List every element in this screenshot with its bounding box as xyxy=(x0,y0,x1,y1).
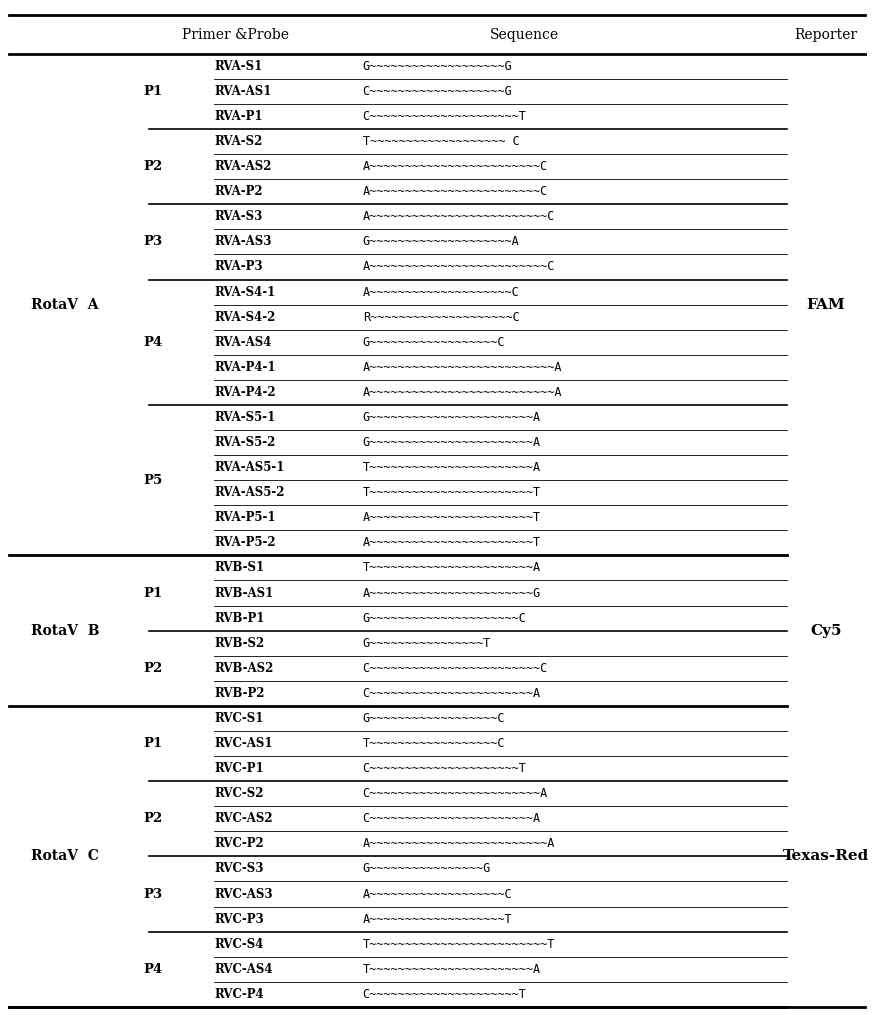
Text: RVA-P5-2: RVA-P5-2 xyxy=(214,536,276,549)
Text: Cy5: Cy5 xyxy=(810,623,842,637)
Text: P2: P2 xyxy=(143,160,163,174)
Text: P1: P1 xyxy=(143,85,163,97)
Text: RVA-S1: RVA-S1 xyxy=(214,60,262,73)
Text: RVC-AS4: RVC-AS4 xyxy=(214,963,273,975)
Text: A~~~~~~~~~~~~~~~~~~~~~~~~~A: A~~~~~~~~~~~~~~~~~~~~~~~~~A xyxy=(363,837,555,851)
Text: G~~~~~~~~~~~~~~~~T: G~~~~~~~~~~~~~~~~T xyxy=(363,636,491,650)
Text: RVC-S2: RVC-S2 xyxy=(214,788,264,800)
Text: P4: P4 xyxy=(143,963,163,975)
Text: RVA-S4-1: RVA-S4-1 xyxy=(214,285,275,298)
Text: A~~~~~~~~~~~~~~~~~~~~~~~G: A~~~~~~~~~~~~~~~~~~~~~~~G xyxy=(363,587,541,600)
Text: RVA-S4-2: RVA-S4-2 xyxy=(214,311,275,324)
Text: P1: P1 xyxy=(143,587,163,600)
Text: P1: P1 xyxy=(143,737,163,750)
Text: RVA-S2: RVA-S2 xyxy=(214,135,262,148)
Text: A~~~~~~~~~~~~~~~~~~~~~~~T: A~~~~~~~~~~~~~~~~~~~~~~~T xyxy=(363,512,541,525)
Text: RVB-S1: RVB-S1 xyxy=(214,561,264,574)
Text: A~~~~~~~~~~~~~~~~~~~~~~~~~C: A~~~~~~~~~~~~~~~~~~~~~~~~~C xyxy=(363,210,555,223)
Text: A~~~~~~~~~~~~~~~~~~~~~~~~C: A~~~~~~~~~~~~~~~~~~~~~~~~C xyxy=(363,160,548,174)
Text: RVA-AS5-1: RVA-AS5-1 xyxy=(214,461,285,474)
Text: RVC-P3: RVC-P3 xyxy=(214,912,264,926)
Text: RVA-AS1: RVA-AS1 xyxy=(214,85,272,97)
Text: RVC-AS2: RVC-AS2 xyxy=(214,812,273,825)
Text: T~~~~~~~~~~~~~~~~~~~~~~~T: T~~~~~~~~~~~~~~~~~~~~~~~T xyxy=(363,486,541,499)
Text: A~~~~~~~~~~~~~~~~~~~~~~~T: A~~~~~~~~~~~~~~~~~~~~~~~T xyxy=(363,536,541,549)
Text: RVA-P3: RVA-P3 xyxy=(214,261,263,273)
Text: A~~~~~~~~~~~~~~~~~~~C: A~~~~~~~~~~~~~~~~~~~C xyxy=(363,887,512,900)
Text: A~~~~~~~~~~~~~~~~~~~~~~~~~~A: A~~~~~~~~~~~~~~~~~~~~~~~~~~A xyxy=(363,360,562,374)
Text: C~~~~~~~~~~~~~~~~~~~~~T: C~~~~~~~~~~~~~~~~~~~~~T xyxy=(363,988,526,1001)
Text: A~~~~~~~~~~~~~~~~~~~~~~~~C: A~~~~~~~~~~~~~~~~~~~~~~~~C xyxy=(363,186,548,198)
Text: RVA-AS3: RVA-AS3 xyxy=(214,235,272,249)
Text: RVC-P4: RVC-P4 xyxy=(214,988,264,1001)
Text: Sequence: Sequence xyxy=(489,27,559,42)
Text: C~~~~~~~~~~~~~~~~~~~~~T: C~~~~~~~~~~~~~~~~~~~~~T xyxy=(363,762,526,775)
Text: RVB-P1: RVB-P1 xyxy=(214,612,265,624)
Text: G~~~~~~~~~~~~~~~~~~C: G~~~~~~~~~~~~~~~~~~C xyxy=(363,712,505,725)
Text: RVA-AS5-2: RVA-AS5-2 xyxy=(214,486,285,499)
Text: C~~~~~~~~~~~~~~~~~~~~~T: C~~~~~~~~~~~~~~~~~~~~~T xyxy=(363,110,526,123)
Text: RVC-S3: RVC-S3 xyxy=(214,863,264,875)
Text: RVB-AS1: RVB-AS1 xyxy=(214,587,274,600)
Text: G~~~~~~~~~~~~~~~~~~~G: G~~~~~~~~~~~~~~~~~~~G xyxy=(363,60,512,73)
Text: T~~~~~~~~~~~~~~~~~~~ C: T~~~~~~~~~~~~~~~~~~~ C xyxy=(363,135,519,148)
Text: A~~~~~~~~~~~~~~~~~~~~C: A~~~~~~~~~~~~~~~~~~~~C xyxy=(363,285,519,298)
Text: RVA-P1: RVA-P1 xyxy=(214,110,262,123)
Text: RVA-P2: RVA-P2 xyxy=(214,186,263,198)
Text: G~~~~~~~~~~~~~~~~~~C: G~~~~~~~~~~~~~~~~~~C xyxy=(363,336,505,349)
Text: RVA-P4-2: RVA-P4-2 xyxy=(214,386,276,399)
Text: Primer &Probe: Primer &Probe xyxy=(183,27,289,42)
Text: RVC-P2: RVC-P2 xyxy=(214,837,264,851)
Text: RVC-P1: RVC-P1 xyxy=(214,762,264,775)
Text: RVC-AS3: RVC-AS3 xyxy=(214,887,273,900)
Text: A~~~~~~~~~~~~~~~~~~~~~~~~~~A: A~~~~~~~~~~~~~~~~~~~~~~~~~~A xyxy=(363,386,562,399)
Text: RVA-AS2: RVA-AS2 xyxy=(214,160,272,174)
Text: G~~~~~~~~~~~~~~~~~~~~A: G~~~~~~~~~~~~~~~~~~~~A xyxy=(363,235,519,249)
Text: T~~~~~~~~~~~~~~~~~~~~~~~A: T~~~~~~~~~~~~~~~~~~~~~~~A xyxy=(363,561,541,574)
Text: RVB-P2: RVB-P2 xyxy=(214,687,265,700)
Text: RVA-P5-1: RVA-P5-1 xyxy=(214,512,275,525)
Text: RVA-AS4: RVA-AS4 xyxy=(214,336,272,349)
Text: G~~~~~~~~~~~~~~~~~~~~~~~A: G~~~~~~~~~~~~~~~~~~~~~~~A xyxy=(363,436,541,449)
Text: RVC-S1: RVC-S1 xyxy=(214,712,263,725)
Text: C~~~~~~~~~~~~~~~~~~~~~~~~A: C~~~~~~~~~~~~~~~~~~~~~~~~A xyxy=(363,788,548,800)
Text: RotaV  A: RotaV A xyxy=(31,297,98,312)
Text: RVB-S2: RVB-S2 xyxy=(214,636,264,650)
Text: R~~~~~~~~~~~~~~~~~~~~C: R~~~~~~~~~~~~~~~~~~~~C xyxy=(363,311,519,324)
Text: RVA-P4-1: RVA-P4-1 xyxy=(214,360,275,374)
Text: RotaV  C: RotaV C xyxy=(31,850,99,864)
Text: P5: P5 xyxy=(143,474,163,486)
Text: C~~~~~~~~~~~~~~~~~~~G: C~~~~~~~~~~~~~~~~~~~G xyxy=(363,85,512,97)
Text: FAM: FAM xyxy=(807,297,845,312)
Text: C~~~~~~~~~~~~~~~~~~~~~~~~C: C~~~~~~~~~~~~~~~~~~~~~~~~C xyxy=(363,662,548,675)
Text: Texas-Red: Texas-Red xyxy=(783,850,869,864)
Text: C~~~~~~~~~~~~~~~~~~~~~~~A: C~~~~~~~~~~~~~~~~~~~~~~~A xyxy=(363,812,541,825)
Text: RVC-AS1: RVC-AS1 xyxy=(214,737,273,750)
Text: Reporter: Reporter xyxy=(794,27,857,42)
Text: RVB-AS2: RVB-AS2 xyxy=(214,662,274,675)
Text: P3: P3 xyxy=(143,887,163,900)
Text: T~~~~~~~~~~~~~~~~~~C: T~~~~~~~~~~~~~~~~~~C xyxy=(363,737,505,750)
Text: RVA-S5-2: RVA-S5-2 xyxy=(214,436,275,449)
Text: P4: P4 xyxy=(143,336,163,349)
Text: A~~~~~~~~~~~~~~~~~~~~~~~~~C: A~~~~~~~~~~~~~~~~~~~~~~~~~C xyxy=(363,261,555,273)
Text: P2: P2 xyxy=(143,662,163,675)
Text: G~~~~~~~~~~~~~~~~~~~~~~~A: G~~~~~~~~~~~~~~~~~~~~~~~A xyxy=(363,411,541,424)
Text: T~~~~~~~~~~~~~~~~~~~~~~~A: T~~~~~~~~~~~~~~~~~~~~~~~A xyxy=(363,461,541,474)
Text: RVC-S4: RVC-S4 xyxy=(214,938,263,951)
Text: C~~~~~~~~~~~~~~~~~~~~~~~A: C~~~~~~~~~~~~~~~~~~~~~~~A xyxy=(363,687,541,700)
Text: RVA-S5-1: RVA-S5-1 xyxy=(214,411,275,424)
Text: T~~~~~~~~~~~~~~~~~~~~~~~A: T~~~~~~~~~~~~~~~~~~~~~~~A xyxy=(363,963,541,975)
Text: G~~~~~~~~~~~~~~~~G: G~~~~~~~~~~~~~~~~G xyxy=(363,863,491,875)
Text: RVA-S3: RVA-S3 xyxy=(214,210,262,223)
Text: P3: P3 xyxy=(143,235,163,249)
Text: P2: P2 xyxy=(143,812,163,825)
Text: G~~~~~~~~~~~~~~~~~~~~~C: G~~~~~~~~~~~~~~~~~~~~~C xyxy=(363,612,526,624)
Text: RotaV  B: RotaV B xyxy=(31,623,99,637)
Text: T~~~~~~~~~~~~~~~~~~~~~~~~~T: T~~~~~~~~~~~~~~~~~~~~~~~~~T xyxy=(363,938,555,951)
Text: A~~~~~~~~~~~~~~~~~~~T: A~~~~~~~~~~~~~~~~~~~T xyxy=(363,912,512,926)
